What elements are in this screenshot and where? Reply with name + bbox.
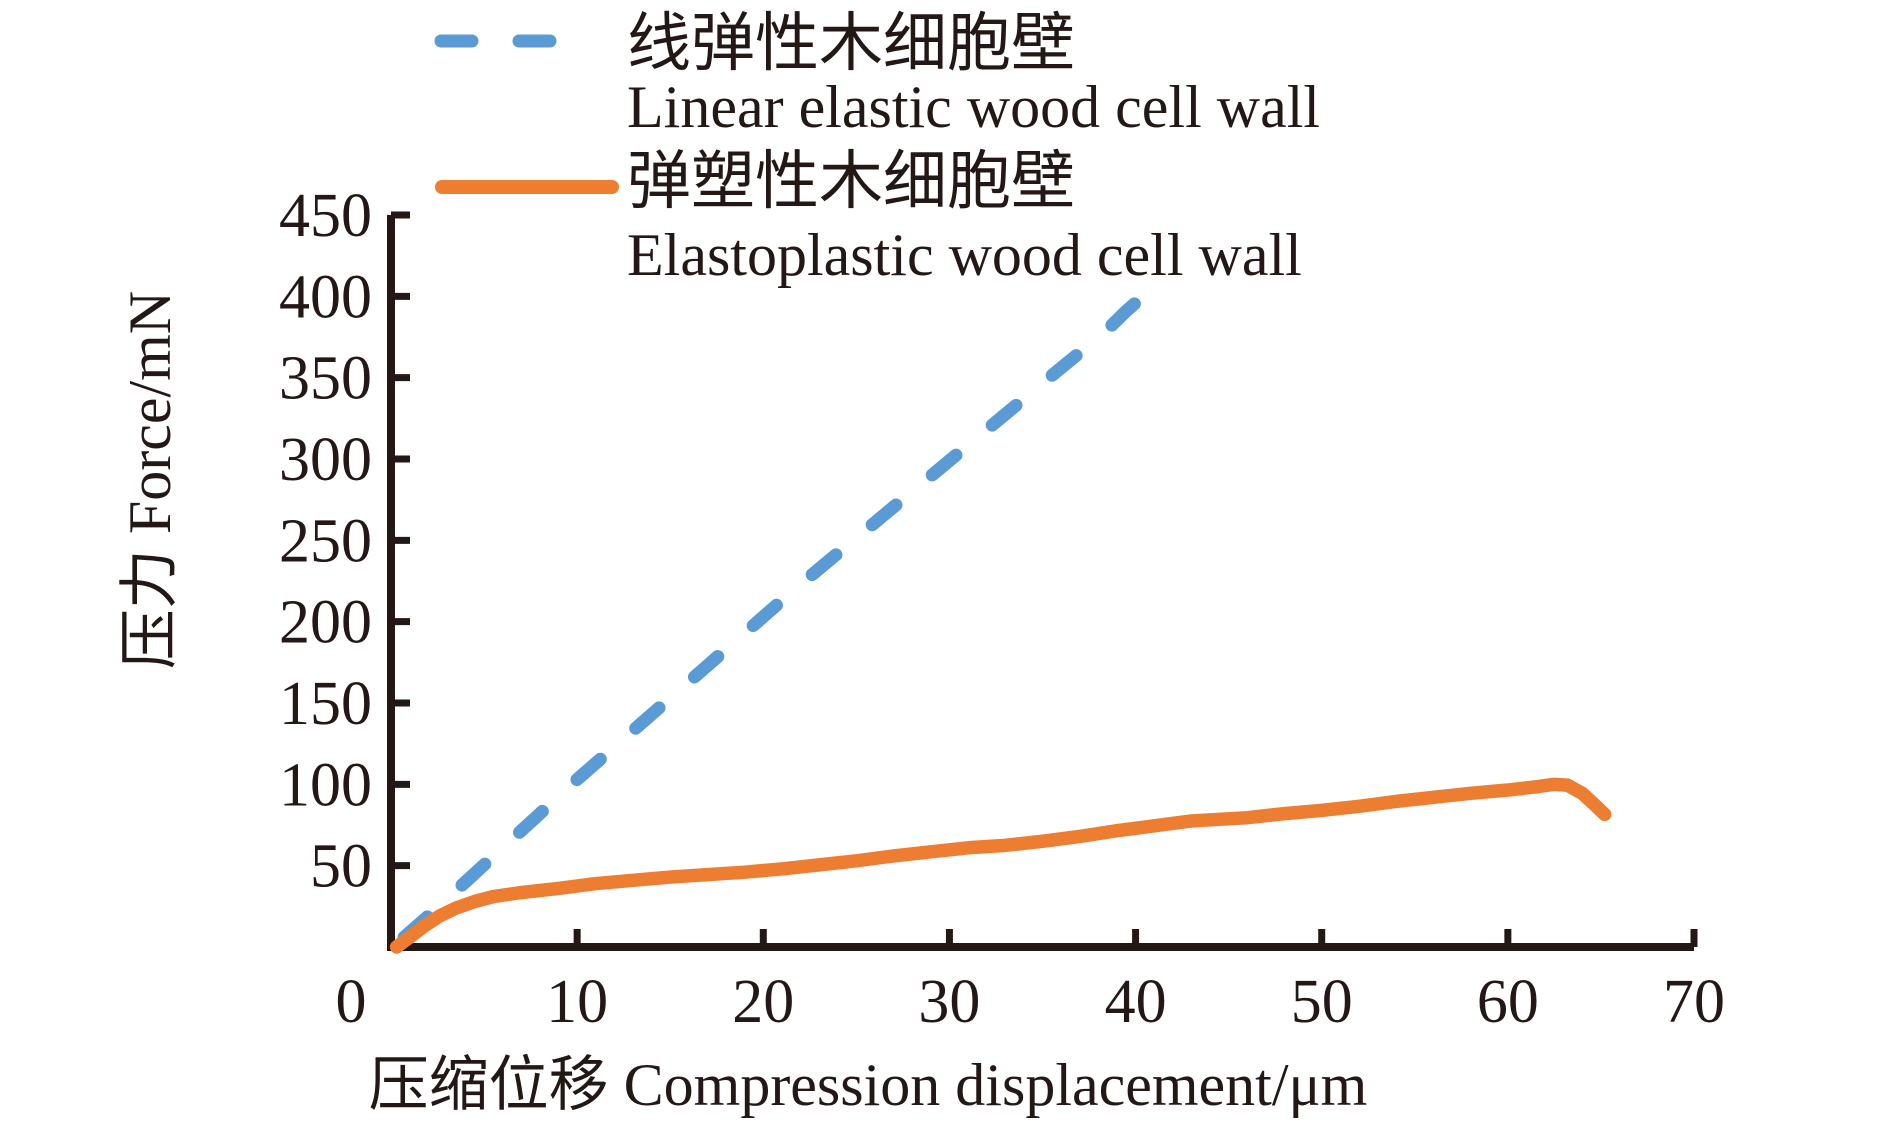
x-tick-label: 20 [732, 968, 794, 1036]
x-tick-label: 10 [546, 968, 608, 1036]
y-tick-label: 250 [279, 507, 372, 575]
y-tick-label: 50 [310, 833, 372, 901]
x-tick-label: 50 [1291, 968, 1353, 1036]
x-tick-label: 40 [1105, 968, 1167, 1036]
origin-tick-label: 0 [336, 968, 367, 1036]
series-line-linear-elastic [397, 294, 1144, 944]
y-tick-label: 350 [279, 345, 372, 413]
series-lines [389, 294, 1612, 954]
x-tick-labels: 10 20 30 40 50 60 70 0 [336, 968, 1726, 1036]
y-tick-label: 200 [279, 589, 372, 657]
y-tick-labels: 50 100 150 200 250 300 350 400 450 [279, 182, 372, 901]
series-line-elastoplastic [389, 777, 1612, 954]
legend-label-linear-elastic-zh: 线弹性木细胞壁 [627, 8, 1075, 79]
x-tick-label: 70 [1663, 968, 1725, 1036]
y-tick-label: 150 [279, 670, 372, 738]
y-tick-label: 300 [279, 426, 372, 494]
y-tick-label: 400 [279, 263, 372, 331]
legend-label-linear-elastic-en: Linear elastic wood cell wall [627, 74, 1320, 140]
y-axis-title: 压力 Force/mN [117, 291, 183, 669]
x-tick-label: 30 [918, 968, 980, 1036]
y-tick-label: 450 [279, 182, 372, 250]
y-tick-label: 100 [279, 751, 372, 819]
x-axis-title: 压缩位移 Compression displacement/μm [369, 1052, 1368, 1118]
legend-label-elastoplastic-en: Elastoplastic wood cell wall [627, 222, 1302, 288]
legend: 线弹性木细胞壁 Linear elastic wood cell wall 弹塑… [434, 8, 1320, 288]
x-tick-label: 60 [1477, 968, 1539, 1036]
legend-label-elastoplastic-zh: 弹塑性木细胞壁 [627, 146, 1075, 217]
